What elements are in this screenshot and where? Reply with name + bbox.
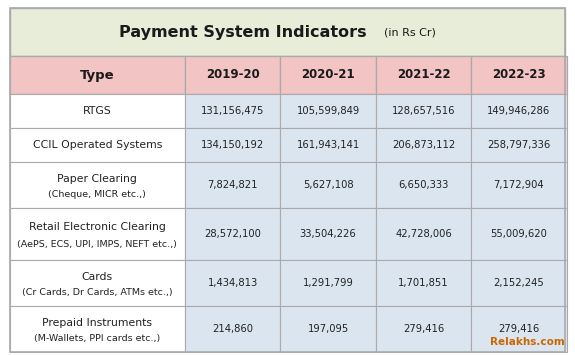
Bar	[185, 56, 280, 94]
Bar	[471, 260, 567, 306]
Text: Relakhs.com: Relakhs.com	[490, 337, 565, 347]
Text: 105,599,849: 105,599,849	[296, 106, 359, 116]
Text: 149,946,286: 149,946,286	[487, 106, 550, 116]
Bar	[471, 56, 567, 94]
Bar	[10, 162, 185, 208]
Text: 5,627,108: 5,627,108	[302, 180, 353, 190]
Bar	[375, 94, 471, 128]
Bar	[375, 306, 471, 352]
Bar	[185, 306, 280, 352]
Bar	[185, 128, 280, 162]
Text: Retail Electronic Clearing: Retail Electronic Clearing	[29, 222, 166, 232]
Bar	[10, 128, 185, 162]
Bar	[10, 260, 185, 306]
Bar	[10, 306, 185, 352]
Bar	[10, 208, 185, 260]
Bar	[10, 8, 565, 56]
Bar	[185, 260, 280, 306]
Text: 42,728,006: 42,728,006	[395, 229, 452, 239]
Text: 55,009,620: 55,009,620	[490, 229, 547, 239]
Text: Cards: Cards	[82, 272, 113, 282]
Bar	[10, 56, 185, 94]
Text: 206,873,112: 206,873,112	[392, 140, 455, 150]
Bar	[280, 306, 375, 352]
Text: 2021-22: 2021-22	[397, 69, 450, 82]
Text: 2022-23: 2022-23	[492, 69, 546, 82]
Bar	[375, 56, 471, 94]
Text: Payment System Indicators: Payment System Indicators	[119, 24, 367, 39]
Bar	[10, 94, 185, 128]
Bar	[471, 162, 567, 208]
Bar	[280, 162, 375, 208]
Text: 131,156,475: 131,156,475	[201, 106, 264, 116]
Text: 7,172,904: 7,172,904	[493, 180, 545, 190]
Bar	[185, 208, 280, 260]
Bar	[185, 94, 280, 128]
Text: 258,797,336: 258,797,336	[487, 140, 550, 150]
Text: 134,150,192: 134,150,192	[201, 140, 264, 150]
Text: (Cr Cards, Dr Cards, ATMs etc.,): (Cr Cards, Dr Cards, ATMs etc.,)	[22, 288, 172, 297]
Bar	[185, 162, 280, 208]
Text: 214,860: 214,860	[212, 324, 253, 334]
Bar	[280, 94, 375, 128]
Text: RTGS: RTGS	[83, 106, 112, 116]
Text: 2,152,245: 2,152,245	[493, 278, 545, 288]
Bar	[375, 162, 471, 208]
Text: 1,291,799: 1,291,799	[302, 278, 354, 288]
Text: 279,416: 279,416	[403, 324, 444, 334]
Text: Type: Type	[80, 69, 115, 82]
Bar	[280, 208, 375, 260]
Text: 28,572,100: 28,572,100	[204, 229, 261, 239]
Text: 1,434,813: 1,434,813	[208, 278, 258, 288]
Text: 161,943,141: 161,943,141	[296, 140, 359, 150]
Bar	[375, 208, 471, 260]
Bar	[471, 94, 567, 128]
Text: CCIL Operated Systems: CCIL Operated Systems	[33, 140, 162, 150]
Text: (Cheque, MICR etc.,): (Cheque, MICR etc.,)	[48, 190, 147, 199]
Bar	[280, 128, 375, 162]
Text: 128,657,516: 128,657,516	[392, 106, 455, 116]
Text: 1,701,851: 1,701,851	[398, 278, 448, 288]
Bar	[471, 306, 567, 352]
Text: (AePS, ECS, UPI, IMPS, NEFT etc.,): (AePS, ECS, UPI, IMPS, NEFT etc.,)	[17, 240, 177, 249]
Text: Paper Clearing: Paper Clearing	[58, 174, 137, 184]
Text: 2020-21: 2020-21	[301, 69, 355, 82]
Text: (M-Wallets, PPI cards etc.,): (M-Wallets, PPI cards etc.,)	[34, 334, 160, 343]
Bar	[375, 260, 471, 306]
Text: 6,650,333: 6,650,333	[398, 180, 448, 190]
Text: (in Rs Cr): (in Rs Cr)	[384, 27, 435, 38]
Text: 197,095: 197,095	[308, 324, 348, 334]
Bar	[471, 208, 567, 260]
Bar	[375, 128, 471, 162]
Bar	[280, 56, 375, 94]
Text: 2019-20: 2019-20	[206, 69, 259, 82]
Text: 7,824,821: 7,824,821	[208, 180, 258, 190]
Text: Prepaid Instruments: Prepaid Instruments	[43, 318, 152, 328]
Bar	[280, 260, 375, 306]
Text: 33,504,226: 33,504,226	[300, 229, 356, 239]
Text: 279,416: 279,416	[499, 324, 539, 334]
Bar	[471, 128, 567, 162]
